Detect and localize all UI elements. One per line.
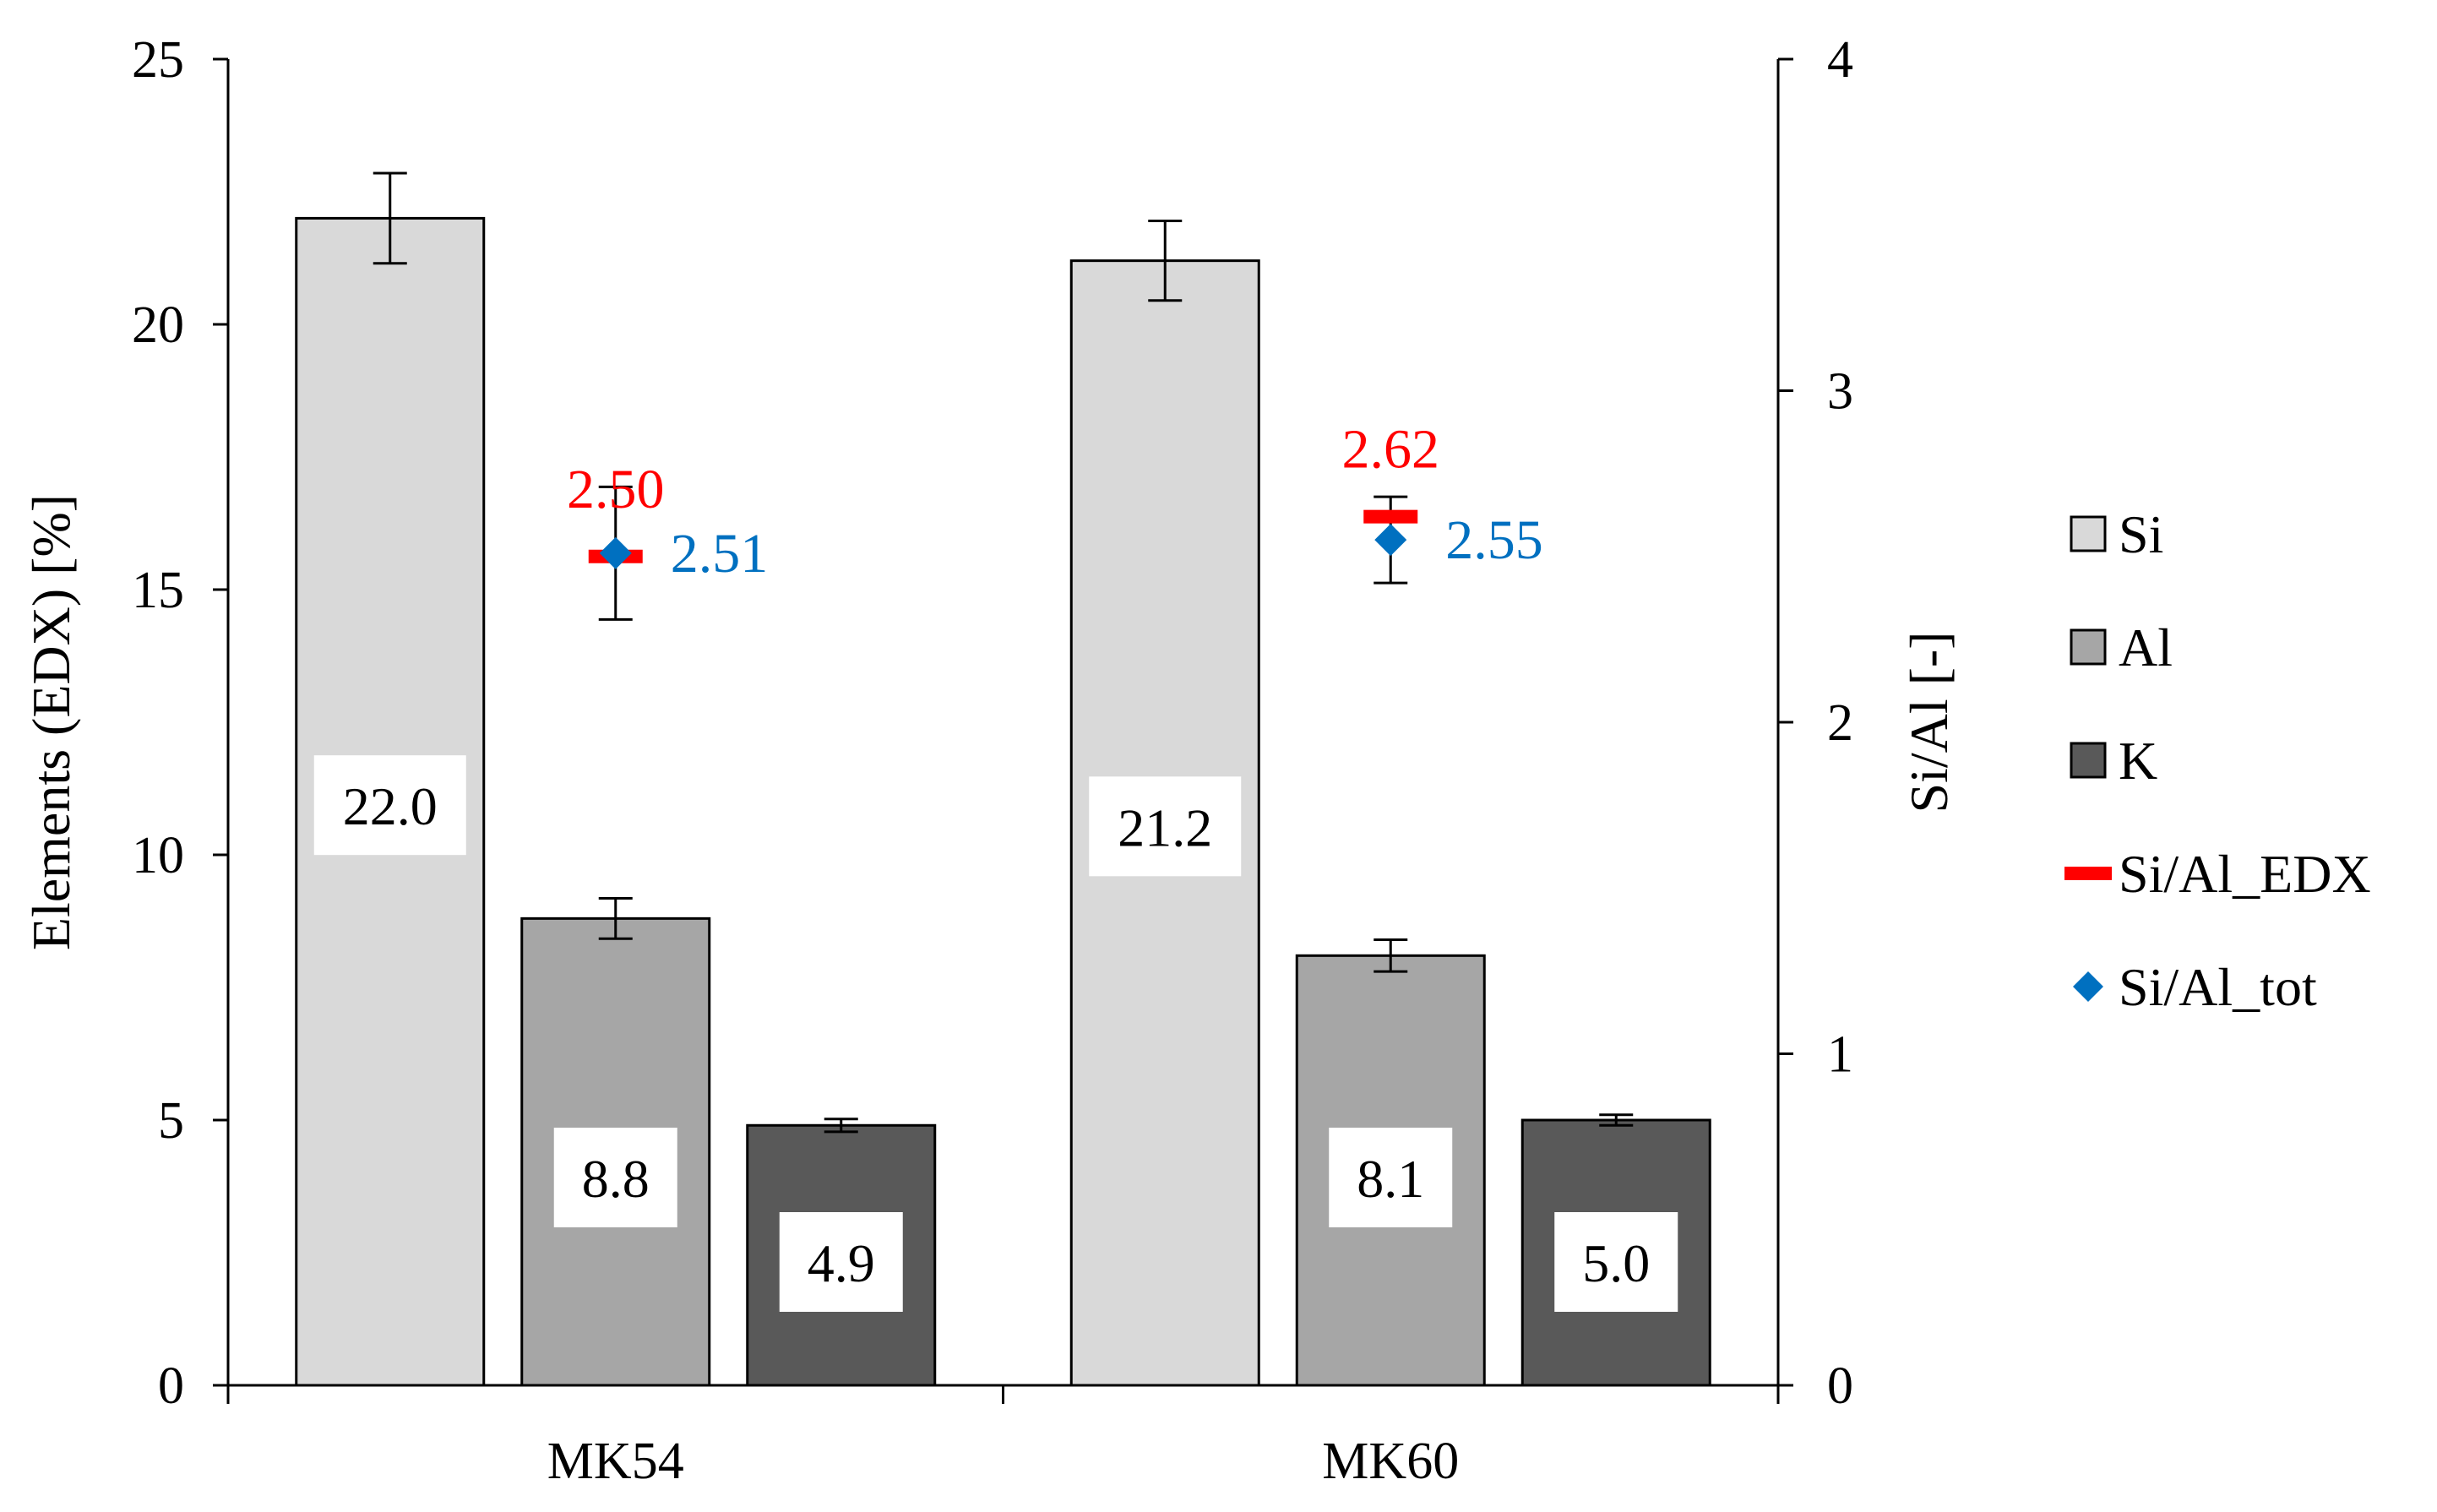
legend-label: Si/Al_EDX — [2119, 844, 2371, 904]
y-tick-label: 20 — [132, 296, 184, 354]
legend: Si Al K Si/Al_EDX Si/Al_tot — [2064, 504, 2371, 1017]
bar-labels: 22.0 8.8 4.9 21.2 8.1 5.0 — [313, 755, 1678, 1312]
y2-tick-label: 1 — [1827, 1026, 1853, 1084]
data-label: 5.0 — [1582, 1233, 1650, 1293]
y2-tick-label: 2 — [1827, 694, 1853, 752]
data-label: 4.9 — [808, 1233, 875, 1293]
y2-tick-label: 3 — [1827, 363, 1853, 421]
data-label-box — [1089, 776, 1242, 877]
si-al-tot-label: 2.51 — [671, 523, 769, 585]
ratio-marks: 2.502.51 2.622.55 — [567, 419, 1543, 621]
data-label: 22.0 — [343, 776, 438, 836]
y-ticks: 0 5 10 15 20 25 — [132, 31, 228, 1415]
si-al-tot-label: 2.55 — [1445, 509, 1543, 571]
si-al-tot-marker — [599, 536, 632, 569]
legend-swatch-si — [2070, 515, 2107, 552]
y-tick-label: 10 — [132, 827, 184, 884]
legend-swatch-al — [2070, 628, 2107, 666]
si-al-tot-marker — [1374, 524, 1407, 557]
y-axis-title: Elements (EDX) [%] — [21, 494, 81, 950]
data-label-box — [1554, 1212, 1678, 1312]
legend-label: Si — [2119, 504, 2163, 564]
y2-axis-title: Si/Al [-] — [1899, 631, 1959, 813]
y-tick-label: 5 — [158, 1092, 184, 1150]
legend-swatch-si-al-tot — [2073, 971, 2103, 1002]
data-label-box — [779, 1212, 903, 1312]
data-label-box — [553, 1128, 677, 1227]
legend-label: Al — [2119, 617, 2173, 677]
si-al-edx-label: 2.50 — [567, 459, 665, 520]
legend-swatch-k — [2070, 742, 2107, 779]
plot-area: 0 5 10 15 20 25 0 1 2 3 4 MK54 MK60 22.0 8.8 4.9 21.2… — [132, 31, 1853, 1490]
x-tick-label: MK54 — [547, 1433, 684, 1490]
data-label: 8.8 — [582, 1149, 650, 1209]
si-al-edx-marker — [1363, 509, 1418, 524]
bars — [295, 171, 1711, 1387]
data-label-box — [1329, 1128, 1453, 1227]
legend-label: Si/Al_tot — [2119, 957, 2317, 1017]
data-label: 8.1 — [1357, 1149, 1424, 1209]
data-label-box — [313, 755, 466, 856]
legend-label: K — [2119, 731, 2157, 791]
y-tick-label: 0 — [158, 1357, 184, 1415]
si-al-edx-label: 2.62 — [1342, 419, 1440, 481]
data-label: 21.2 — [1118, 797, 1212, 857]
y-tick-label: 25 — [132, 31, 184, 89]
x-ticks: MK54 MK60 — [226, 1385, 1780, 1490]
y2-ticks: 0 1 2 3 4 — [1778, 31, 1853, 1415]
x-tick-label: MK60 — [1322, 1433, 1459, 1490]
y2-tick-label: 0 — [1827, 1357, 1853, 1415]
y2-tick-label: 4 — [1827, 31, 1853, 89]
y-tick-label: 15 — [132, 562, 184, 619]
legend-swatch-si-al-edx — [2064, 867, 2112, 880]
